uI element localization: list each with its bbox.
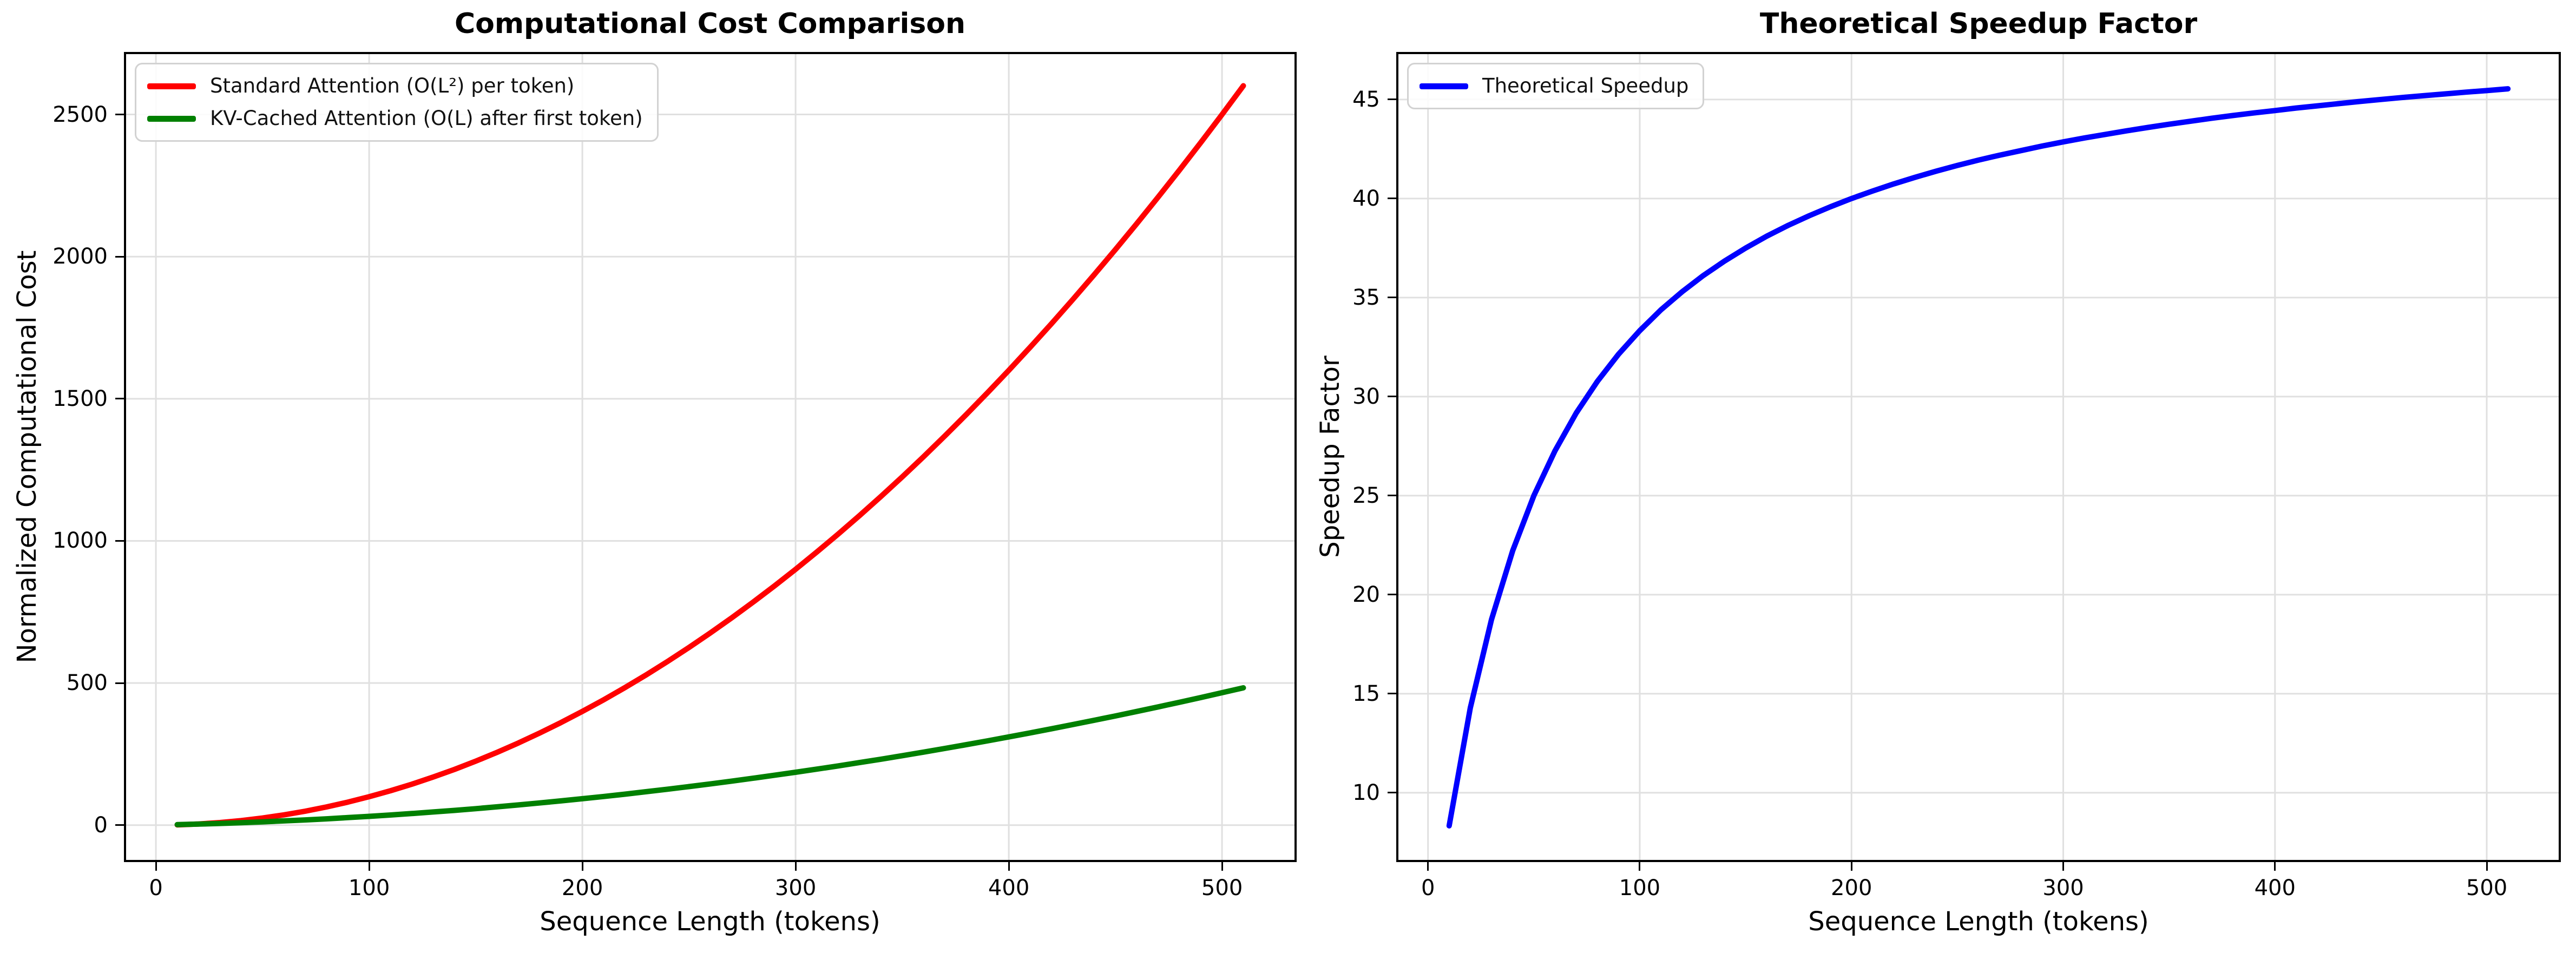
y-tick-mark [115,398,124,400]
y-tick-mark [1388,792,1396,794]
y-tick-label: 15 [1352,681,1380,706]
y-tick-mark [1388,693,1396,695]
y-tick-mark [1388,495,1396,497]
y-tick-label: 2000 [52,244,108,270]
plot-area-computational-cost: Standard Attention (O(L²) per token) KV-… [124,52,1297,862]
y-tick-label: 1500 [52,386,108,411]
x-axis-label-left: Sequence Length (tokens) [540,906,880,937]
x-tick-label: 300 [774,876,817,901]
legend-line-kv-cached-attention [147,115,196,122]
y-tick-label: 25 [1352,483,1380,508]
y-tick-mark [115,255,124,258]
y-tick-label: 35 [1352,285,1380,310]
y-tick-label: 30 [1352,384,1380,409]
x-tick-mark [1427,862,1429,871]
legend-line-theoretical-speedup [1420,83,1468,89]
legend-computational-cost: Standard Attention (O(L²) per token) KV-… [135,63,659,142]
y-tick-mark [1388,396,1396,398]
x-tick-label: 100 [348,876,390,901]
x-tick-label: 0 [149,876,163,901]
x-tick-label: 200 [1831,876,1872,901]
series-line [1446,86,2511,829]
x-axis-label-right: Sequence Length (tokens) [1808,906,2149,937]
plot-area-speedup-factor: Theoretical Speedup [1396,52,2561,862]
legend-item-kv-cached-attention: KV-Cached Attention (O(L) after first to… [147,106,643,132]
legend-item-theoretical-speedup: Theoretical Speedup [1420,73,1688,99]
y-tick-mark [1388,594,1396,596]
x-tick-mark [2062,862,2064,871]
axes-spines [1396,52,2561,862]
x-tick-mark [794,862,797,871]
x-tick-label: 400 [2254,876,2296,901]
y-tick-label: 10 [1352,780,1380,805]
legend-label-kv-cached-attention: KV-Cached Attention (O(L) after first to… [210,107,643,130]
legend-label-standard-attention: Standard Attention (O(L²) per token) [210,74,575,97]
chart-title-speedup-factor: Theoretical Speedup Factor [1759,8,2198,40]
legend-line-standard-attention [147,83,196,89]
x-tick-mark [155,862,157,871]
x-tick-label: 400 [988,876,1030,901]
y-tick-mark [115,114,124,116]
x-tick-mark [1639,862,1641,871]
y-tick-label: 20 [1352,582,1380,607]
legend-speedup-factor: Theoretical Speedup [1407,63,1705,109]
y-tick-mark [1388,198,1396,200]
y-tick-mark [1388,297,1396,299]
x-tick-label: 500 [2466,876,2508,901]
y-tick-label: 0 [94,812,108,838]
series-line [174,83,1246,828]
y-tick-mark [115,682,124,684]
y-tick-label: 500 [66,671,108,696]
x-tick-mark [1850,862,1852,871]
y-tick-mark [1388,98,1396,101]
x-tick-mark [2486,862,2488,871]
legend-label-theoretical-speedup: Theoretical Speedup [1482,74,1689,97]
x-tick-mark [581,862,583,871]
y-tick-mark [115,540,124,542]
x-tick-label: 500 [1201,876,1243,901]
x-tick-label: 300 [2042,876,2084,901]
y-tick-label: 45 [1352,87,1380,112]
x-tick-label: 0 [1421,876,1435,901]
x-tick-label: 200 [561,876,603,901]
x-tick-mark [1221,862,1223,871]
x-tick-mark [1008,862,1010,871]
legend-item-standard-attention: Standard Attention (O(L²) per token) [147,73,643,99]
chart-title-computational-cost: Computational Cost Comparison [454,8,966,40]
y-tick-label: 1000 [52,528,108,554]
series-line [174,685,1246,827]
x-tick-mark [2274,862,2276,871]
y-tick-label: 40 [1352,186,1380,211]
x-tick-mark [368,862,370,871]
plot-canvas-speedup-factor [1396,52,2561,862]
y-tick-mark [115,824,124,826]
plot-canvas-computational-cost [124,52,1297,862]
y-tick-label: 2500 [52,102,108,127]
axes-spines [124,52,1297,862]
x-tick-label: 100 [1619,876,1661,901]
